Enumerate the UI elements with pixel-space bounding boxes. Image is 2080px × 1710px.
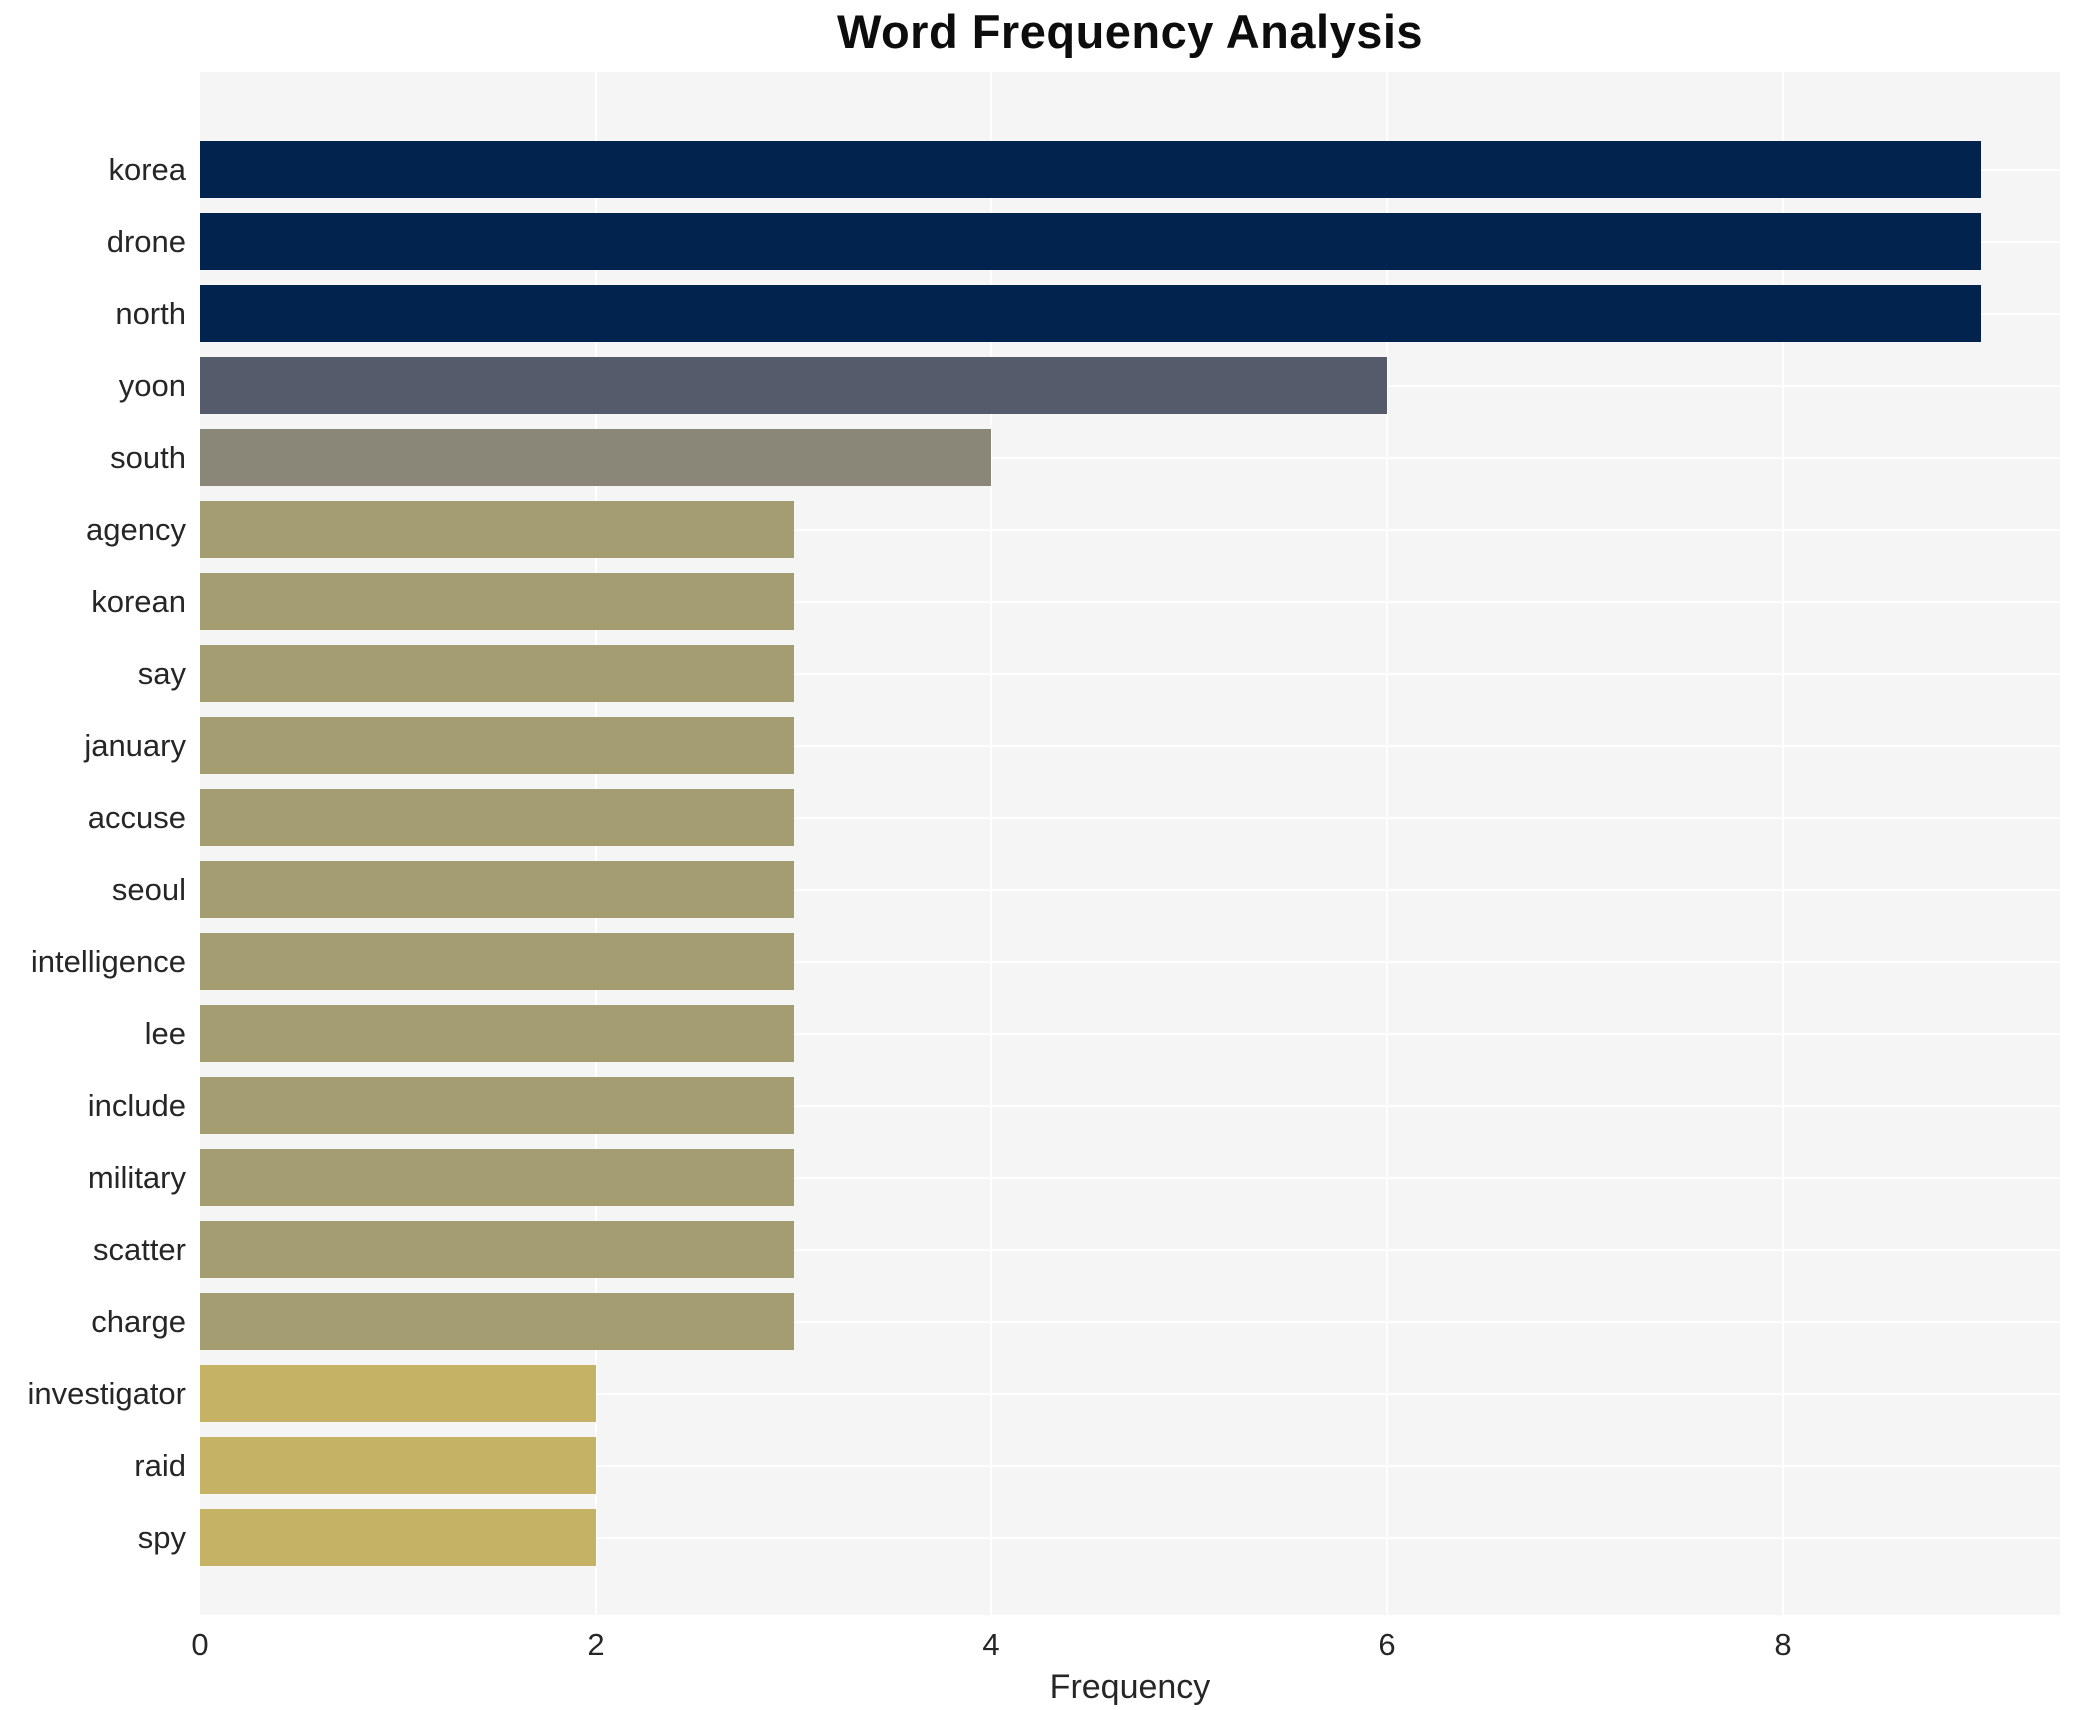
bar-korean <box>200 573 794 630</box>
bar-military <box>200 1149 794 1206</box>
category-label-scatter: scatter <box>92 1232 186 1267</box>
vertical-gridline <box>990 72 992 1615</box>
category-label-include: include <box>87 1088 186 1123</box>
bar-north <box>200 285 1981 342</box>
x-tick-4: 4 <box>982 1627 1000 1662</box>
bar-south <box>200 429 991 486</box>
category-label-drone: drone <box>106 224 186 259</box>
x-tick-2: 2 <box>587 1627 605 1662</box>
bar-investigator <box>200 1365 596 1422</box>
horizontal-gridline <box>200 529 2060 531</box>
x-tick-0: 0 <box>191 1627 209 1662</box>
horizontal-gridline <box>200 673 2060 675</box>
horizontal-gridline <box>200 1393 2060 1395</box>
horizontal-gridline <box>200 961 2060 963</box>
bar-seoul <box>200 861 794 918</box>
bar-lee <box>200 1005 794 1062</box>
category-label-accuse: accuse <box>87 800 186 835</box>
x-axis-title: Frequency <box>1049 1668 1211 1706</box>
category-label-korea: korea <box>108 152 186 187</box>
category-label-north: north <box>115 296 186 331</box>
bar-korea <box>200 141 1981 198</box>
bar-scatter <box>200 1221 794 1278</box>
category-label-korean: korean <box>91 584 186 619</box>
bar-charge <box>200 1293 794 1350</box>
chart-title: Word Frequency Analysis <box>836 5 1424 58</box>
horizontal-gridline <box>200 1105 2060 1107</box>
bar-spy <box>200 1509 596 1566</box>
vertical-gridline <box>1386 72 1388 1615</box>
category-label-intelligence: intelligence <box>30 944 186 979</box>
vertical-gridline <box>1782 72 1784 1615</box>
category-label-investigator: investigator <box>27 1376 186 1411</box>
horizontal-gridline <box>200 1537 2060 1539</box>
horizontal-gridline <box>200 1177 2060 1179</box>
bar-agency <box>200 501 794 558</box>
y-axis-labels: korea drone north yoon south agency korean say j… <box>0 72 186 1615</box>
bar-drone <box>200 213 1981 270</box>
bar-say <box>200 645 794 702</box>
horizontal-gridline <box>200 1321 2060 1323</box>
bar-january <box>200 717 794 774</box>
category-label-lee: lee <box>144 1016 186 1051</box>
horizontal-gridline <box>200 1465 2060 1467</box>
category-label-say: say <box>137 656 186 691</box>
bar-yoon <box>200 357 1387 414</box>
horizontal-gridline <box>200 817 2060 819</box>
category-label-spy: spy <box>137 1520 186 1555</box>
category-label-seoul: seoul <box>111 872 186 907</box>
category-label-agency: agency <box>86 512 186 547</box>
horizontal-gridline <box>200 889 2060 891</box>
x-tick-6: 6 <box>1378 1627 1396 1662</box>
bar-accuse <box>200 789 794 846</box>
category-label-charge: charge <box>91 1304 186 1339</box>
bar-intelligence <box>200 933 794 990</box>
bar-raid <box>200 1437 596 1494</box>
category-label-january: january <box>84 728 186 763</box>
horizontal-gridline <box>200 601 2060 603</box>
x-tick-8: 8 <box>1774 1627 1792 1662</box>
horizontal-gridline <box>200 457 2060 459</box>
category-label-south: south <box>110 440 186 475</box>
category-label-raid: raid <box>134 1448 186 1483</box>
plot-area <box>200 72 2060 1615</box>
horizontal-gridline <box>200 745 2060 747</box>
category-label-yoon: yoon <box>118 368 186 403</box>
category-label-military: military <box>87 1160 186 1195</box>
bar-include <box>200 1077 794 1134</box>
horizontal-gridline <box>200 1033 2060 1035</box>
horizontal-gridline <box>200 1249 2060 1251</box>
x-axis-ticks: 0 2 4 6 8 <box>191 1627 2060 1667</box>
